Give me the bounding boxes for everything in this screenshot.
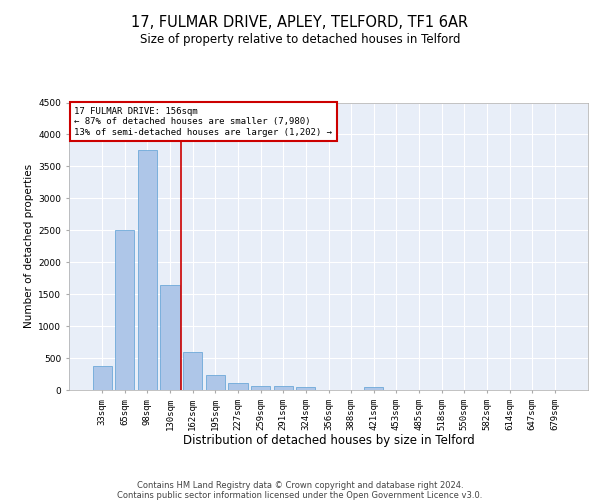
Bar bbox=[138, 150, 157, 390]
Text: 17, FULMAR DRIVE, APLEY, TELFORD, TF1 6AR: 17, FULMAR DRIVE, APLEY, TELFORD, TF1 6A… bbox=[131, 15, 469, 30]
Bar bbox=[115, 230, 134, 390]
Text: Contains HM Land Registry data © Crown copyright and database right 2024.: Contains HM Land Registry data © Crown c… bbox=[137, 482, 463, 490]
Text: Contains public sector information licensed under the Open Government Licence v3: Contains public sector information licen… bbox=[118, 490, 482, 500]
Text: Size of property relative to detached houses in Telford: Size of property relative to detached ho… bbox=[140, 34, 460, 46]
Bar bbox=[92, 366, 112, 390]
Bar bbox=[183, 352, 202, 390]
Bar bbox=[229, 383, 248, 390]
X-axis label: Distribution of detached houses by size in Telford: Distribution of detached houses by size … bbox=[182, 434, 475, 447]
Text: 17 FULMAR DRIVE: 156sqm
← 87% of detached houses are smaller (7,980)
13% of semi: 17 FULMAR DRIVE: 156sqm ← 87% of detache… bbox=[74, 107, 332, 136]
Bar bbox=[160, 284, 180, 390]
Bar bbox=[274, 386, 293, 390]
Bar bbox=[364, 387, 383, 390]
Y-axis label: Number of detached properties: Number of detached properties bbox=[24, 164, 34, 328]
Bar bbox=[251, 386, 270, 390]
Bar bbox=[296, 388, 316, 390]
Bar bbox=[206, 376, 225, 390]
